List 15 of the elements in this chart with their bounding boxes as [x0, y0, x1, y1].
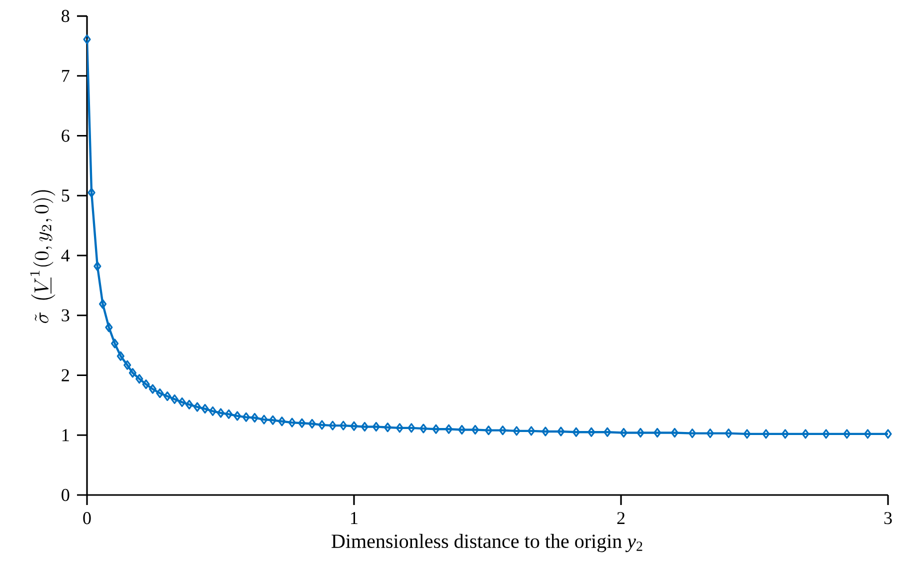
x-axis-title: Dimensionless distance to the origin y$_{2}$ [332, 534, 642, 552]
y-tick-label: 1 [62, 429, 69, 442]
y-tick-label: 0 [62, 488, 70, 502]
x-tick-label: 0 [83, 512, 91, 524]
y-tick-label: 3 [62, 309, 70, 322]
y-tick-label: 8 [62, 10, 70, 22]
y-tick-label: 5 [62, 190, 70, 202]
x-tick-label: 2 [617, 512, 625, 524]
y-axis-title: $\tilde{\sigma}\;\left(\underline{V}^{1}(0,y_{2},0)\right)$ [30, 190, 56, 324]
y-tick-label: 2 [62, 369, 69, 382]
y-tick-label: 4 [61, 250, 70, 262]
y-tick-label: 6 [62, 130, 70, 142]
x-tick-label: 3 [884, 512, 892, 524]
y-tick-label: 7 [62, 70, 70, 82]
x-tick-label: 1 [351, 512, 358, 524]
